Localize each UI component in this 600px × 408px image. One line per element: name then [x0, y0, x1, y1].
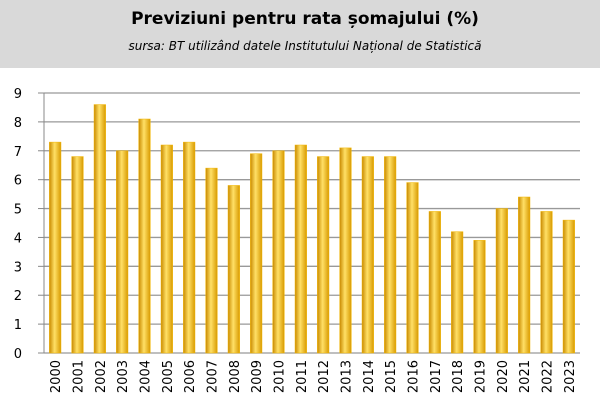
chart-title: Previziuni pentru rata șomajului (%) — [131, 9, 479, 29]
y-tick-label: 9 — [14, 87, 22, 102]
x-tick-label: 2012 — [317, 360, 332, 393]
x-tick-label: 2002 — [94, 360, 109, 393]
y-tick-label: 6 — [14, 174, 22, 189]
bar — [49, 141, 62, 354]
bar — [227, 185, 240, 354]
x-tick-label: 2006 — [183, 360, 198, 393]
bar — [294, 144, 307, 354]
bar — [138, 118, 151, 354]
bar — [495, 208, 508, 354]
y-tick-label: 4 — [14, 231, 22, 246]
x-tick-label: 2015 — [384, 360, 399, 393]
x-tick-label: 2005 — [161, 360, 176, 393]
y-tick-label: 1 — [14, 318, 22, 333]
y-tick-label: 2 — [14, 289, 22, 304]
bar — [160, 144, 173, 354]
y-tick-label: 5 — [14, 203, 22, 218]
bar — [473, 240, 486, 354]
x-tick-label: 2014 — [362, 360, 377, 393]
x-tick-label: 2000 — [49, 360, 64, 393]
bar — [317, 156, 330, 354]
x-tick-label: 2004 — [139, 360, 154, 393]
bar — [406, 182, 419, 354]
y-tick-label: 7 — [14, 145, 22, 160]
x-tick-label: 2011 — [295, 360, 310, 393]
bar — [339, 147, 352, 354]
bar — [116, 150, 129, 354]
bar — [272, 150, 285, 354]
x-tick-label: 2020 — [496, 360, 511, 393]
bar — [451, 231, 464, 354]
x-tick-label: 2009 — [250, 360, 265, 393]
bar — [540, 211, 553, 354]
x-tick-label: 2021 — [518, 360, 533, 393]
bar — [428, 211, 441, 354]
x-tick-label: 2001 — [72, 360, 87, 393]
x-tick-label: 2017 — [429, 360, 444, 393]
x-tick-label: 2003 — [116, 360, 131, 393]
bar — [250, 153, 263, 354]
x-tick-label: 2019 — [474, 360, 489, 393]
bar — [183, 141, 196, 354]
x-tick-label: 2016 — [407, 360, 422, 393]
x-tick-label: 2008 — [228, 360, 243, 393]
x-tick-label: 2010 — [273, 360, 288, 393]
chart-subtitle: sursa: BT utilizând datele Institutului … — [129, 39, 482, 53]
bar — [361, 156, 374, 354]
bar — [562, 219, 575, 354]
x-tick-label: 2018 — [451, 360, 466, 393]
bar — [71, 156, 84, 354]
bar — [205, 167, 218, 354]
header-band — [0, 0, 600, 68]
bar — [93, 104, 106, 354]
x-tick-label: 2013 — [340, 360, 355, 393]
bar — [518, 196, 531, 354]
bar — [384, 156, 397, 354]
y-tick-label: 3 — [14, 260, 22, 275]
x-tick-label: 2022 — [541, 360, 556, 393]
x-tick-label: 2007 — [206, 360, 221, 393]
y-tick-label: 0 — [14, 347, 22, 362]
y-tick-label: 8 — [14, 116, 22, 131]
x-tick-label: 2023 — [563, 360, 578, 393]
